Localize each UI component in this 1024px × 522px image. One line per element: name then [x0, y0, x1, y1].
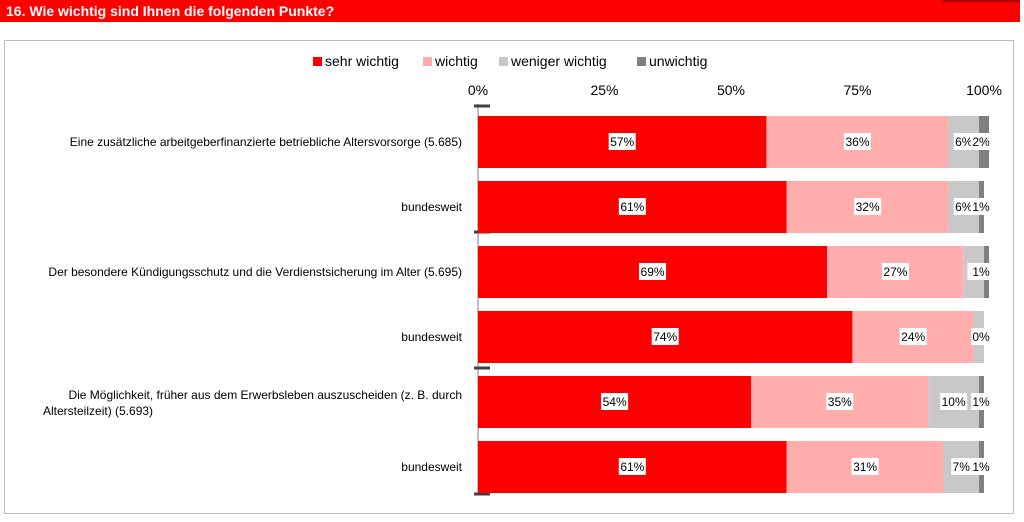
bar-label-bg-0-0 — [608, 133, 636, 150]
legend-label-3: unwichtig — [649, 53, 707, 69]
bar-label-4-3: 1% — [972, 395, 990, 409]
category-label-0: Eine zusätzliche arbeitgeberfinanzierte … — [70, 135, 462, 149]
bar-label-2-0: 69% — [641, 265, 665, 279]
bar-label-bg-5-1 — [851, 458, 879, 475]
bar-label-bg-2-0 — [639, 263, 667, 280]
legend-label-0: sehr wichtig — [325, 53, 399, 69]
legend-swatch-3 — [637, 57, 646, 66]
bar-label-0-2: 6% — [955, 135, 973, 149]
bar-label-4-0: 54% — [603, 395, 627, 409]
bar-label-bg-2-3 — [971, 263, 991, 280]
bar-label-bg-1-1 — [854, 198, 882, 215]
category-label-3: bundesweit — [401, 330, 462, 344]
bar-label-bg-1-0 — [618, 198, 646, 215]
bar-label-bg-4-0 — [601, 393, 629, 410]
chart-frame — [4, 40, 1014, 514]
bar-label-bg-3-3 — [971, 328, 991, 345]
x-tick-label-2: 50% — [717, 82, 745, 98]
bar-label-0-1: 36% — [845, 135, 869, 149]
bar-label-5-1: 31% — [853, 460, 877, 474]
bar-label-4-1: 35% — [828, 395, 852, 409]
bar-label-bg-3-1 — [899, 328, 927, 345]
x-tick-label-0: 0% — [468, 82, 488, 98]
header-accent-line — [942, 0, 1020, 2]
bar-label-bg-0-1 — [844, 133, 871, 150]
bar-label-bg-0-3 — [971, 133, 991, 150]
bar-label-bg-1-3 — [971, 198, 991, 215]
legend-swatch-1 — [423, 57, 432, 66]
bar-label-1-2: 6% — [955, 200, 973, 214]
bar-label-bg-5-2 — [951, 458, 972, 475]
bar-label-1-0: 61% — [620, 200, 644, 214]
bar-label-1-3: 1% — [972, 200, 990, 214]
bar-label-3-0: 74% — [653, 330, 677, 344]
bar-label-0-3: 2% — [972, 135, 990, 149]
bar-label-5-3: 1% — [972, 460, 990, 474]
bar-label-bg-4-2 — [940, 393, 968, 410]
bar-label-bg-1-2 — [953, 198, 974, 215]
bar-label-bg-4-1 — [826, 393, 854, 410]
bar-label-3-3: 0% — [972, 330, 990, 344]
category-label-1: bundesweit — [401, 200, 462, 214]
bar-label-2-3: 1% — [972, 265, 990, 279]
category-label-2: Der besondere Kündigungsschutz und die V… — [48, 265, 462, 279]
bar-label-2-1: 27% — [883, 265, 907, 279]
bar-label-bg-5-0 — [618, 458, 646, 475]
category-label-4-line2: Altersteilzeit) (5.693) — [43, 404, 153, 418]
bar-label-3-1: 24% — [901, 330, 925, 344]
legend-label-2: weniger wichtig — [510, 53, 607, 69]
bar-label-5-0: 61% — [620, 460, 644, 474]
bar-label-bg-4-3 — [971, 393, 991, 410]
bar-label-4-2: 10% — [942, 395, 966, 409]
category-label-4-line1: Die Möglichkeit, früher aus dem Erwerbsl… — [68, 388, 462, 402]
bar-label-5-2: 7% — [953, 460, 971, 474]
page-title: 16. Wie wichtig sind Ihnen die folgenden… — [6, 3, 335, 19]
legend-swatch-0 — [313, 57, 322, 66]
bar-label-bg-5-3 — [971, 458, 991, 475]
bar-label-bg-0-2 — [953, 133, 974, 150]
bar-label-0-0: 57% — [610, 135, 634, 149]
x-tick-label-1: 25% — [590, 82, 618, 98]
x-tick-label-4: 100% — [966, 82, 1002, 98]
bar-label-1-1: 32% — [856, 200, 880, 214]
legend-label-1: wichtig — [434, 53, 478, 69]
bar-label-bg-2-1 — [881, 263, 909, 280]
header-bar — [0, 0, 1020, 22]
x-tick-label-3: 75% — [843, 82, 871, 98]
legend-swatch-2 — [499, 57, 508, 66]
category-label-5: bundesweit — [401, 460, 462, 474]
bar-label-bg-3-0 — [651, 328, 679, 345]
